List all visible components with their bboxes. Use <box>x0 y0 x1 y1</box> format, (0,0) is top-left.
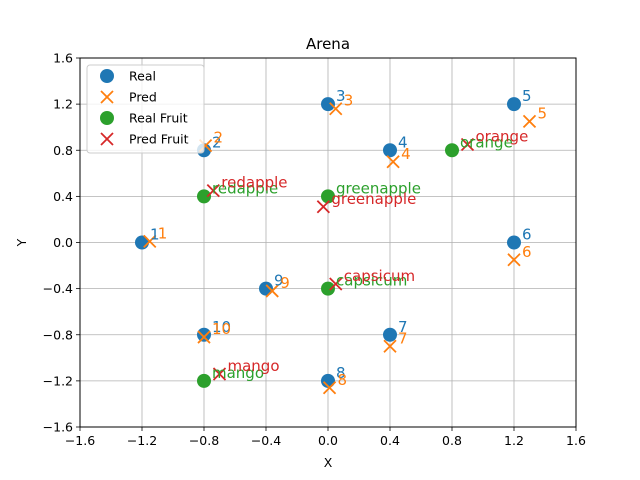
y-tick-label: 1.2 <box>53 97 73 112</box>
real-point-9 <box>259 281 273 296</box>
y-tick-label: −1.6 <box>43 420 73 435</box>
y-tick-label: −0.8 <box>43 327 73 342</box>
real-fruit-point-label: redapple <box>212 179 278 197</box>
real-fruit-point-orange <box>445 143 459 158</box>
legend-pred-marker <box>100 90 114 104</box>
real-fruit-point-capsicum <box>321 281 335 296</box>
x-axis-title: X <box>324 455 333 470</box>
legend-box <box>86 64 205 154</box>
pred-point-8 <box>322 381 337 395</box>
pred-point-label: 7 <box>398 329 408 347</box>
legend-pred-label: Pred <box>129 90 157 105</box>
pred-fruit-point-label: greenapple <box>331 190 416 208</box>
x-tick-label: 0.0 <box>318 433 338 448</box>
data-points <box>135 97 537 395</box>
pred-fruit-point-label: mango <box>228 357 280 375</box>
pred-point-7 <box>383 339 397 353</box>
y-tick-label: 0.4 <box>53 189 73 204</box>
real-point-10 <box>197 327 211 342</box>
real-point-label: 9 <box>274 272 284 290</box>
real-point-8 <box>321 373 335 388</box>
x-tick-label: 1.6 <box>566 433 586 448</box>
real-point-7 <box>383 327 397 342</box>
x-tick-label: −1.6 <box>65 433 95 448</box>
real-point-label: 4 <box>398 133 408 151</box>
legend-real-fruit-label: Real Fruit <box>129 111 188 126</box>
real-fruit-point-label: orange <box>460 133 513 151</box>
real-point-label: 8 <box>336 364 346 382</box>
x-tick-label: 0.4 <box>380 433 400 448</box>
real-fruit-point-mango <box>197 373 211 388</box>
legend-real-fruit-marker <box>100 111 114 125</box>
pred-point-3 <box>329 102 343 116</box>
pred-fruit-point-capsicum <box>329 277 343 291</box>
real-fruit-point-label: mango <box>212 364 264 382</box>
real-point-label: 6 <box>522 226 532 244</box>
pred-point-label: 6 <box>522 243 532 261</box>
pred-point-label: 1 <box>158 224 168 242</box>
pred-point-10 <box>197 330 211 344</box>
x-tick-label: 0.8 <box>442 433 462 448</box>
pred-point-6 <box>507 253 521 267</box>
pred-fruit-point-orange <box>460 137 475 152</box>
real-point-3 <box>321 97 335 112</box>
x-tick-label: 1.2 <box>504 433 524 448</box>
x-tick-label: −1.2 <box>127 433 157 448</box>
y-axis-title: Y <box>14 238 29 247</box>
axis-ticks: −1.6 −1.2 −0.8 −0.4 0.0 0.4 0.8 1.2 1.6 −1.6 −1.2 −… <box>43 51 586 449</box>
real-point-label: 7 <box>398 318 408 336</box>
pred-point-label: 9 <box>280 274 290 292</box>
real-point-4 <box>383 143 397 158</box>
real-fruit-point-greenapple <box>321 189 335 204</box>
real-fruit-point-redapple <box>197 189 211 204</box>
pred-point-9 <box>265 284 279 298</box>
y-tick-label: 0.0 <box>53 235 73 250</box>
real-point-label: 2 <box>212 133 222 151</box>
real-point-label: 10 <box>212 318 231 336</box>
real-point-6 <box>507 235 521 250</box>
legend-pred-fruit-label: Pred Fruit <box>129 132 189 147</box>
y-tick-label: 1.6 <box>53 51 73 66</box>
pred-point-label: 10 <box>212 320 231 338</box>
real-point-label: 5 <box>522 87 532 105</box>
x-tick-label: −0.8 <box>189 433 219 448</box>
pred-point-label: 4 <box>401 145 411 163</box>
pred-fruit-point-greenapple <box>316 200 330 214</box>
real-point-label: 1 <box>150 226 160 244</box>
real-point-label: 3 <box>336 87 346 105</box>
pred-point-5 <box>522 114 537 129</box>
real-fruit-point-label: greenapple <box>336 179 421 197</box>
pred-fruit-point-redapple <box>206 183 220 198</box>
pred-point-1 <box>143 234 157 248</box>
y-tick-label: 0.8 <box>53 143 73 158</box>
chart-title: Arena <box>306 35 350 53</box>
real-point-5 <box>507 97 521 112</box>
pred-fruit-point-label: orange <box>476 127 529 145</box>
legend-real-marker <box>100 69 114 83</box>
x-tick-label: −0.4 <box>251 433 281 448</box>
pred-fruit-point-label: capsicum <box>344 267 415 285</box>
legend-real-label: Real <box>129 69 156 84</box>
y-tick-label: −1.2 <box>43 373 73 388</box>
y-tick-label: −0.4 <box>43 281 73 296</box>
pred-fruit-point-label: redapple <box>221 174 287 192</box>
legend: Real Pred Real Fruit Pred Fruit <box>86 64 205 154</box>
pred-fruit-point-mango <box>212 367 227 381</box>
real-fruit-point-label: capsicum <box>336 272 407 290</box>
plot-frame <box>79 57 577 428</box>
pred-point-label: 5 <box>538 104 548 122</box>
pred-point-label: 3 <box>344 92 354 110</box>
legend-pred-fruit-marker <box>100 132 114 146</box>
pred-point-label: 8 <box>338 371 348 389</box>
pred-point-label: 2 <box>214 129 224 147</box>
pred-point-4 <box>386 155 400 169</box>
